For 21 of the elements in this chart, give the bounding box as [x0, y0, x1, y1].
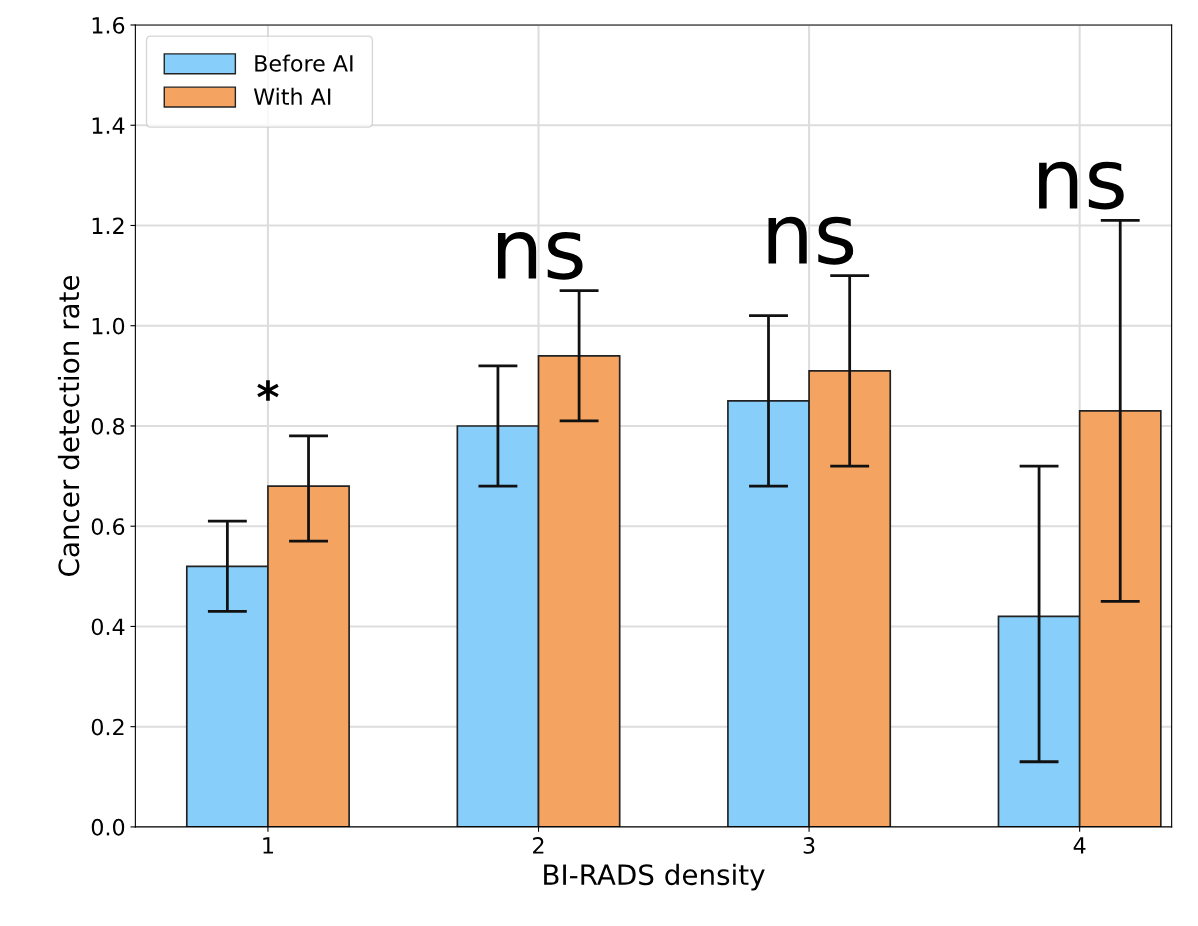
legend-label: With AI: [253, 87, 331, 105]
legend-label: Before AI: [255, 54, 353, 72]
y-tick-label: 1.4: [92, 117, 125, 134]
y-tick-label: 0.2: [91, 718, 124, 736]
annotation: ns: [1039, 161, 1124, 210]
y-tick-label: 1.0: [92, 317, 125, 335]
annotation: *: [257, 380, 279, 401]
y-tick-label: 0.8: [91, 417, 125, 435]
x-tick-label: 4: [1073, 837, 1086, 854]
y-axis-title: Cancer detection rate: [57, 275, 80, 576]
x-axis-title: BI-RADS density: [544, 863, 765, 891]
y-tick-label: 1.2: [92, 217, 124, 234]
annotation: ns: [768, 216, 854, 265]
y-tick-label: 0.0: [91, 818, 125, 836]
x-tick-label: 2: [533, 837, 544, 854]
annotation: ns: [497, 231, 583, 280]
y-tick-label: 1.6: [92, 16, 125, 34]
x-tick-label: 1: [263, 837, 273, 854]
y-tick-label: 0.4: [91, 618, 125, 636]
y-tick-label: 0.6: [91, 518, 125, 535]
x-tick-label: 3: [803, 837, 815, 854]
